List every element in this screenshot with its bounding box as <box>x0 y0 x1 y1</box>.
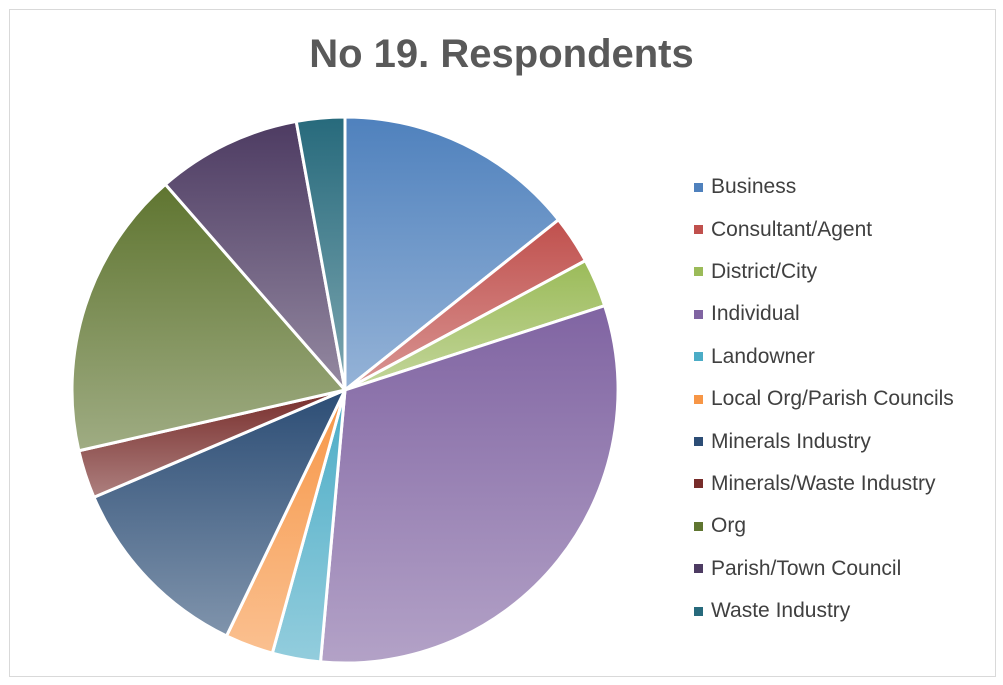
legend-label: Consultant/Agent <box>711 217 873 241</box>
legend-label: Minerals/Waste Industry <box>711 471 936 495</box>
legend-item-business: Business <box>694 166 954 208</box>
pie-slice-waste-industry <box>294 115 347 392</box>
legend-label: Org <box>711 514 747 538</box>
legend-swatch <box>694 225 703 235</box>
legend-swatch <box>694 352 703 362</box>
pie-slice-individual <box>319 304 620 665</box>
legend-swatch <box>694 182 703 192</box>
legend-label: Local Org/Parish Councils <box>711 387 954 411</box>
legend-swatch <box>694 479 703 489</box>
legend-item-consultant-agent: Consultant/Agent <box>694 208 954 250</box>
legend-item-org: Org <box>694 505 954 547</box>
legend-item-landowner: Landowner <box>694 336 954 378</box>
legend-item-district-city: District/City <box>694 251 954 293</box>
legend-label: Individual <box>711 302 800 326</box>
pie-slice-business <box>343 115 560 392</box>
legend-label: Parish/Town Council <box>711 556 902 580</box>
legend-swatch <box>694 267 703 277</box>
legend-label: Minerals Industry <box>711 429 871 453</box>
legend-item-minerals-waste-industry: Minerals/Waste Industry <box>694 463 954 505</box>
legend-label: Landowner <box>711 344 815 368</box>
legend-item-individual: Individual <box>694 293 954 335</box>
legend-swatch <box>694 521 703 531</box>
legend-item-minerals-industry: Minerals Industry <box>694 420 954 462</box>
legend-label: Waste Industry <box>711 599 851 623</box>
pie-slice-org <box>70 182 347 453</box>
legend-item-parish-town-council: Parish/Town Council <box>694 548 954 590</box>
legend-swatch <box>694 394 703 404</box>
legend-swatch <box>694 309 703 319</box>
legend-item-local-org-parish-councils: Local Org/Parish Councils <box>694 378 954 420</box>
pie-slice-parish-town-council <box>163 119 347 392</box>
legend-label: Business <box>711 175 797 199</box>
legend-swatch <box>694 437 703 447</box>
legend-swatch <box>694 606 703 616</box>
chart-title: No 19. Respondents <box>309 32 694 76</box>
legend-label: District/City <box>711 259 818 283</box>
legend-swatch <box>694 564 703 574</box>
pie-slice-minerals-industry <box>92 388 347 638</box>
legend-item-waste-industry: Waste Industry <box>694 590 954 632</box>
chart-legend: Business Consultant/Agent District/City Ind… <box>694 166 954 632</box>
